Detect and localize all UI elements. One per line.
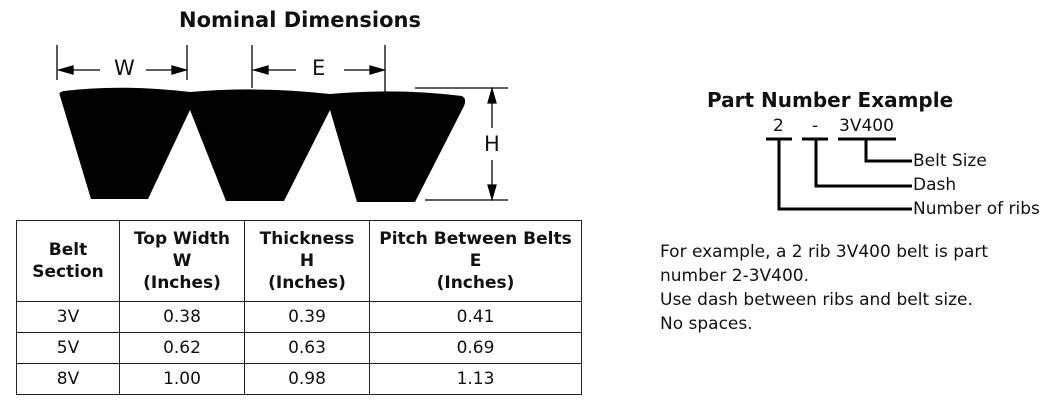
part-number-title: Part Number Example [707,88,954,112]
diagram-title: Nominal Dimensions [179,8,421,32]
part-number-callout-lines [766,137,912,211]
height-label: H [484,132,500,156]
callout-ribs: Number of ribs [913,199,1040,219]
header-thickness: Thickness H (Inches) [244,220,370,302]
part-size: 3V400 [839,116,894,136]
header-belt-section: Belt Section [16,220,120,302]
table-row: 8V 1.00 0.98 1.13 [16,363,582,395]
belt-profile [59,87,466,202]
table-row: 5V 0.62 0.63 0.69 [16,332,582,364]
width-label: W [114,56,135,80]
callout-dash: Dash [913,175,957,195]
dimension-lines [56,45,508,202]
callout-belt-size: Belt Size [913,151,987,171]
table-row: 3V 0.38 0.39 0.41 [16,301,582,333]
dimensions-table: Belt Section Top Width W (Inches) Thickness… [16,220,582,395]
header-top-width: Top Width W (Inches) [119,220,245,302]
example-text: For example, a 2 rib 3V400 belt is part n… [660,242,989,334]
part-ribs: 2 [773,116,784,136]
pitch-label: E [312,56,326,80]
header-pitch: Pitch Between Belts E (Inches) [369,220,582,302]
part-dash: - [812,116,819,136]
